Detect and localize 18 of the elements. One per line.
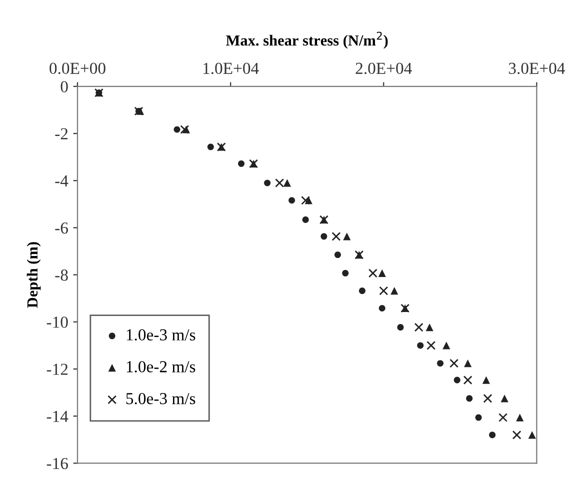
y-tick-label: -8 — [55, 270, 68, 281]
y-tick-label: -6 — [55, 222, 68, 234]
x-tick-label: 2.0E+04 — [356, 62, 412, 74]
x-tick-label: 3.0E+04 — [508, 62, 565, 74]
y-tick-label: -12 — [46, 364, 68, 375]
y-tick-label: -2 — [55, 128, 68, 140]
x-tick-label: 0.0E+00 — [50, 62, 106, 74]
legend-label: 5.0e-3 m/s — [126, 392, 196, 404]
y-tick-label: 0 — [60, 81, 68, 92]
y-tick-label: -10 — [46, 316, 68, 328]
y-tick-label: -14 — [46, 410, 68, 422]
x-tick-label: 1.0E+04 — [203, 62, 259, 74]
y-tick-label: -4 — [55, 175, 68, 186]
legend-label: 1.0e-2 m/s — [126, 361, 196, 372]
y-tick-label: -16 — [46, 458, 68, 470]
legend-label: 1.0e-3 m/s — [126, 329, 196, 341]
x-axis-title: Max. shear stress (N/m$^{2}$) — [226, 32, 388, 49]
y-axis-title: Depth (m) — [26, 242, 41, 308]
